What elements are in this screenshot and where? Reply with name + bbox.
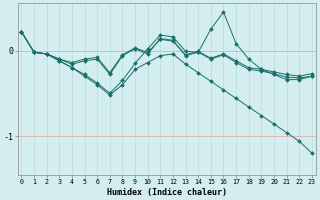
X-axis label: Humidex (Indice chaleur): Humidex (Indice chaleur) (107, 188, 227, 197)
